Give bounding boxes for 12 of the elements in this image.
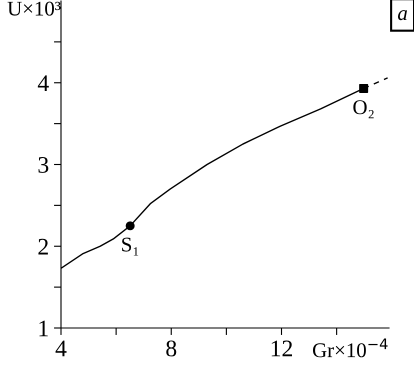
x-tick-label: 4	[56, 340, 67, 356]
x-axis-title: Gr×10$^{−4}$	[312, 338, 388, 358]
y-tick-label: 3	[38, 157, 48, 173]
x-tick-label: 8	[166, 340, 176, 356]
y-tick-label: 1	[39, 320, 48, 336]
annotation: S₁	[122, 238, 138, 256]
y-tick-label: 2	[38, 238, 48, 254]
text: a	[398, 10, 408, 20]
y-axis-title: U×10³	[8, 2, 61, 16]
annotation: O₂	[353, 100, 374, 118]
x-tick-label: 12	[272, 340, 292, 356]
y-tick-label: 4	[38, 75, 49, 91]
